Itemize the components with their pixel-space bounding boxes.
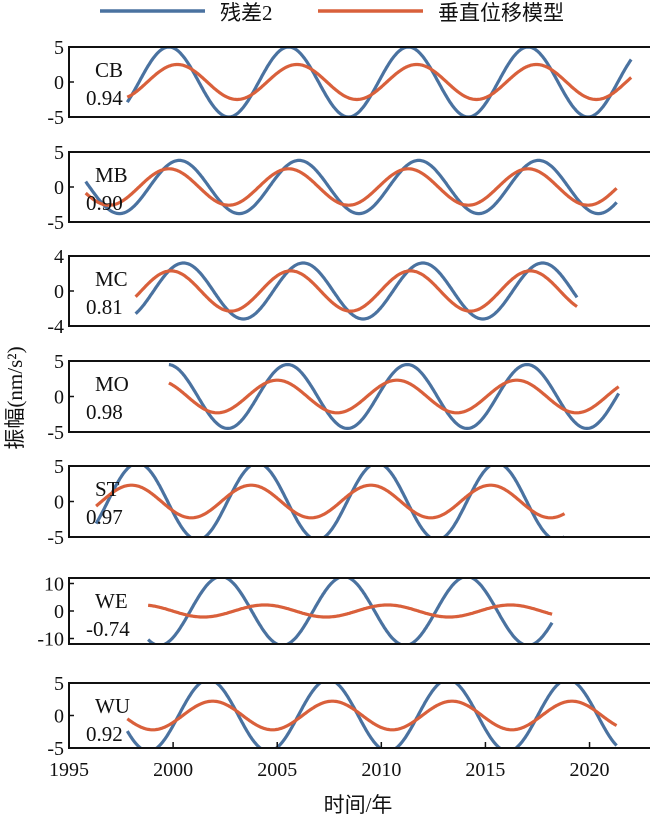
y-tick-label: -10 bbox=[37, 629, 64, 651]
x-tick-label: 2020 bbox=[570, 759, 610, 781]
y-tick-label: 0 bbox=[54, 281, 64, 303]
station-label: MO bbox=[95, 372, 129, 396]
series-line-residual bbox=[134, 261, 579, 321]
panel-frame bbox=[68, 46, 650, 118]
x-tick-label: 2000 bbox=[153, 759, 193, 781]
y-tick-label: 0 bbox=[54, 601, 64, 623]
correlation-label: 0.97 bbox=[86, 505, 123, 529]
series-line-residual bbox=[168, 363, 621, 430]
correlation-label: 0.81 bbox=[86, 295, 123, 319]
correlation-label: -0.74 bbox=[86, 617, 130, 641]
y-tick-label: 0 bbox=[54, 177, 64, 199]
y-tick-label: 5 bbox=[54, 456, 64, 478]
series-line-model bbox=[147, 603, 553, 619]
series-line-model bbox=[126, 62, 633, 102]
y-tick-label: 5 bbox=[54, 673, 64, 695]
station-label: WE bbox=[95, 589, 128, 613]
series-line-model bbox=[84, 167, 618, 207]
y-tick-label: -5 bbox=[47, 527, 64, 549]
station-label: CB bbox=[95, 58, 123, 82]
panel-frame bbox=[68, 255, 650, 327]
correlation-label: 0.94 bbox=[86, 86, 123, 110]
series-line-model bbox=[134, 269, 578, 313]
legend: 残差2 垂直位移模型 bbox=[100, 1, 564, 25]
series-line-model bbox=[168, 378, 620, 415]
station-label: ST bbox=[95, 477, 120, 501]
y-tick-label: 0 bbox=[54, 72, 64, 94]
series-line-model bbox=[95, 483, 566, 520]
x-tick-label: 2010 bbox=[361, 759, 401, 781]
y-tick-label: 0 bbox=[54, 706, 64, 728]
correlation-label: 0.90 bbox=[86, 191, 123, 215]
panel-mb: 5 0 -5 MB 0.90 bbox=[47, 142, 650, 234]
y-tick-label: -4 bbox=[47, 316, 64, 338]
x-axis: 1995 2000 2005 2010 2015 2020 bbox=[49, 742, 610, 781]
series-line-residual bbox=[125, 47, 633, 117]
y-axis-label: 振幅(nm/s²) bbox=[3, 346, 27, 449]
series-line-residual bbox=[147, 578, 554, 644]
panel-we: 10 0 -10 WE -0.74 bbox=[37, 574, 650, 651]
legend-label-model: 垂直位移模型 bbox=[438, 1, 564, 25]
series-line-residual bbox=[94, 466, 565, 537]
panel-cb: 5 0 -5 CB 0.94 bbox=[47, 37, 650, 129]
panel-mc: 4 0 -4 MC 0.81 bbox=[47, 246, 650, 338]
x-axis-label: 时间/年 bbox=[324, 793, 393, 817]
panel-frame bbox=[68, 151, 650, 223]
station-label: WU bbox=[95, 694, 130, 718]
y-tick-label: 0 bbox=[54, 387, 64, 409]
panel-wu: 5 0 -5 WU 0.92 bbox=[47, 673, 650, 760]
y-tick-label: 5 bbox=[54, 37, 64, 59]
station-label: MB bbox=[95, 163, 128, 187]
y-tick-label: 4 bbox=[54, 246, 64, 268]
station-label: MC bbox=[95, 267, 128, 291]
y-tick-label: -5 bbox=[47, 107, 64, 129]
y-tick-label: -5 bbox=[47, 212, 64, 234]
panels: 5 0 -5 CB 0.94 5 0 -5 MB 0.90 4 0 -4 MC 0.81 5 0 -5 MO 0.98… bbox=[37, 37, 650, 760]
correlation-label: 0.92 bbox=[86, 722, 123, 746]
correlation-label: 0.98 bbox=[86, 400, 123, 424]
x-tick-label: 1995 bbox=[49, 759, 89, 781]
y-tick-label: 10 bbox=[44, 574, 64, 596]
y-tick-label: 5 bbox=[54, 142, 64, 164]
x-tick-label: 2015 bbox=[465, 759, 505, 781]
panel-st: 5 0 -5 ST 0.97 bbox=[47, 456, 650, 549]
y-tick-label: 0 bbox=[54, 492, 64, 514]
series-line-model bbox=[126, 699, 618, 732]
legend-label-residual: 残差2 bbox=[220, 1, 273, 25]
x-tick-label: 2005 bbox=[257, 759, 297, 781]
series-line-residual bbox=[84, 158, 618, 216]
y-tick-label: -5 bbox=[47, 738, 64, 760]
panel-mo: 5 0 -5 MO 0.98 bbox=[47, 351, 650, 444]
y-tick-label: -5 bbox=[47, 422, 64, 444]
y-tick-label: 5 bbox=[54, 351, 64, 373]
